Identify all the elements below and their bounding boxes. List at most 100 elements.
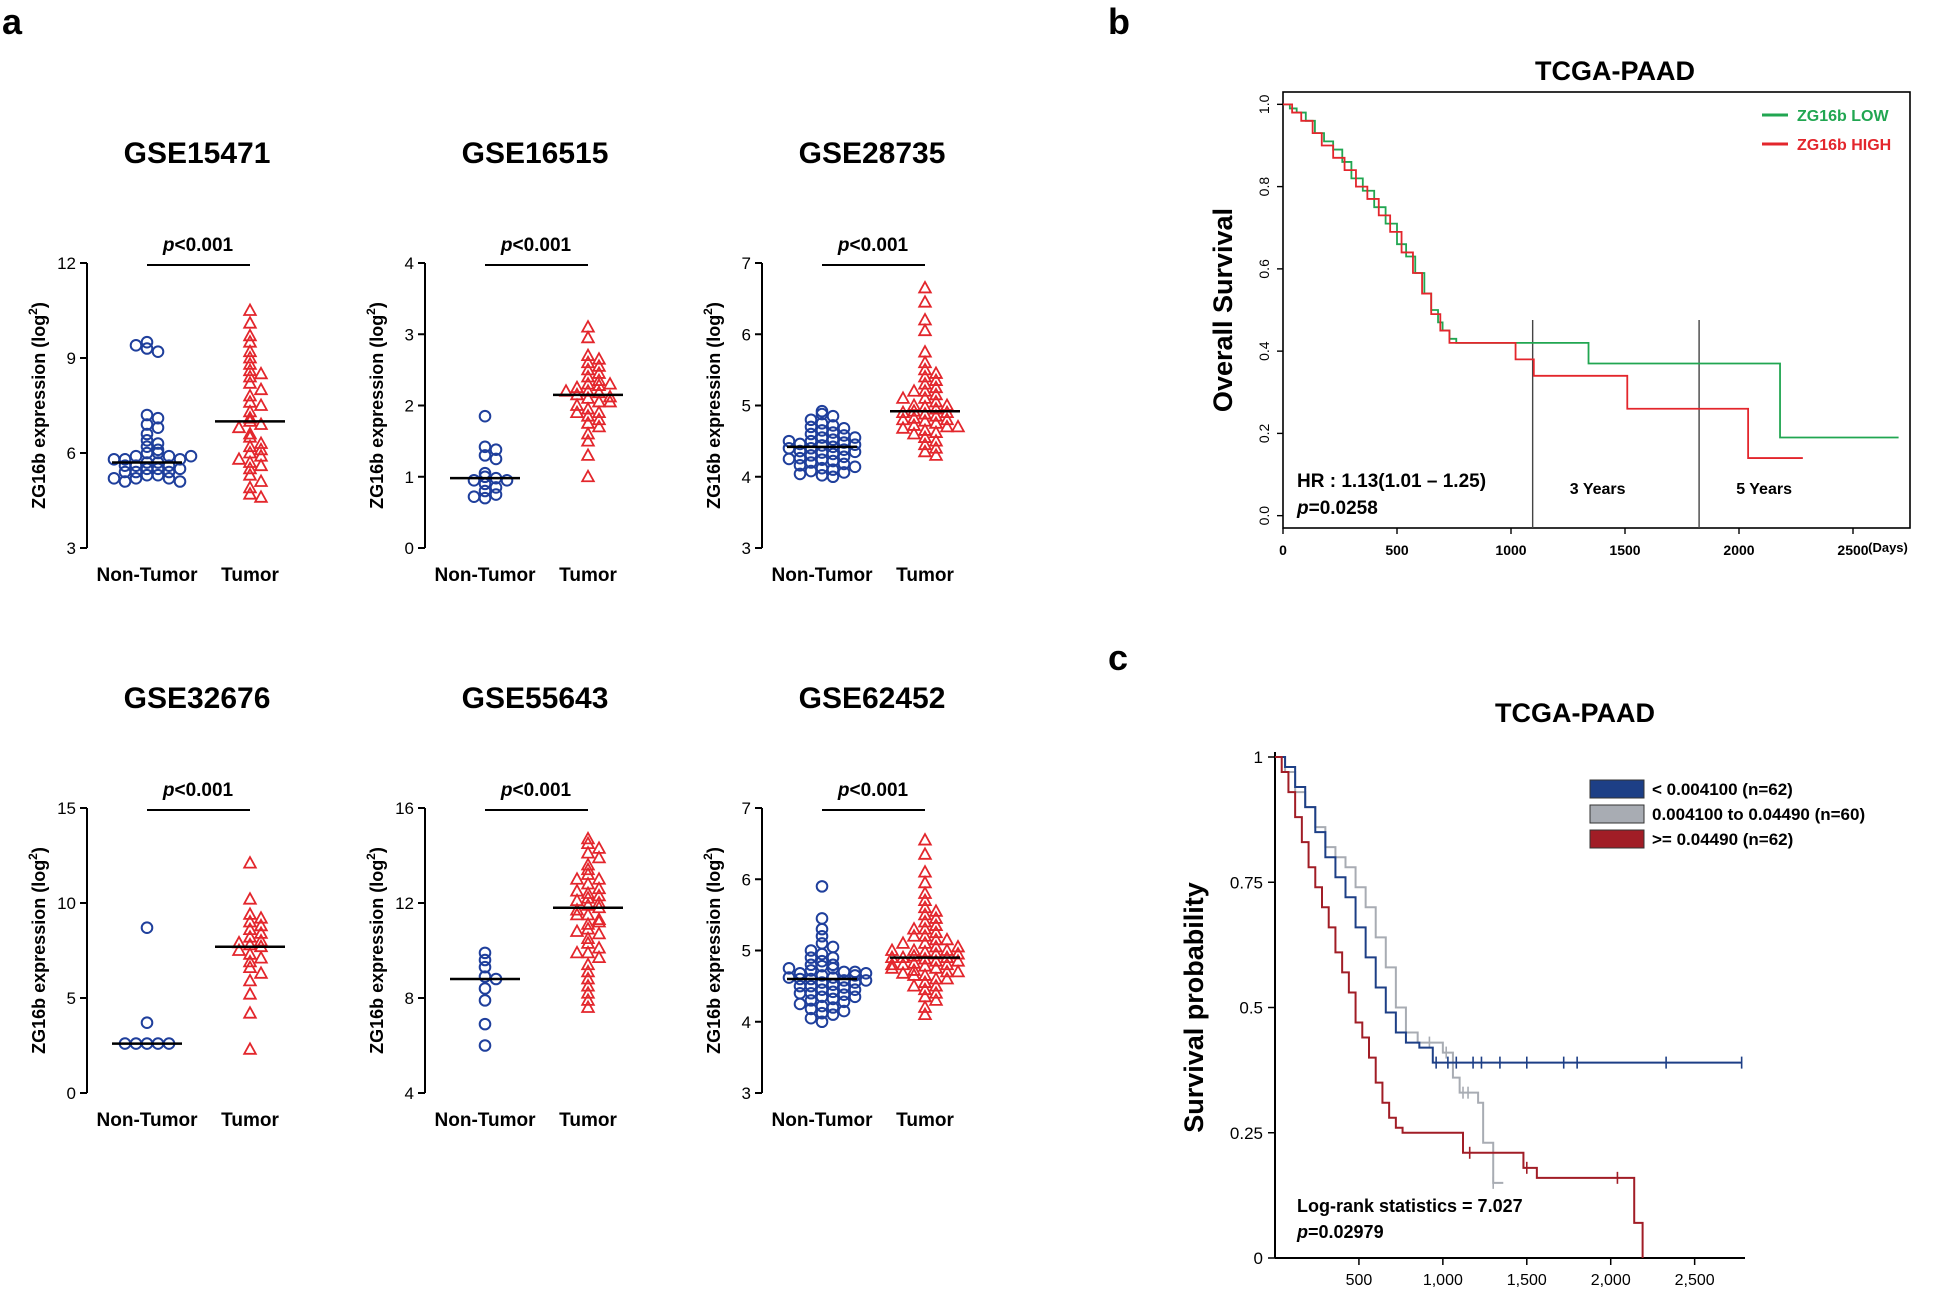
data-point-tumor bbox=[928, 931, 944, 946]
data-point-non-tumor bbox=[151, 468, 165, 482]
x-category-label: Tumor bbox=[559, 565, 617, 586]
data-point-tumor bbox=[242, 929, 258, 943]
data-point-tumor bbox=[906, 426, 922, 440]
data-point-tumor bbox=[580, 956, 596, 971]
data-point-tumor bbox=[906, 417, 922, 431]
data-point-tumor bbox=[242, 891, 258, 905]
y-axis-label: ZG16b expression (log2) bbox=[701, 302, 724, 509]
data-point-non-tumor bbox=[815, 912, 829, 925]
p-value-label: p<0.001 bbox=[162, 235, 234, 256]
x-tick-label: 2000 bbox=[1723, 542, 1754, 558]
data-point-non-tumor bbox=[478, 449, 492, 462]
data-point-tumor bbox=[242, 388, 258, 402]
dot-plot-gse16515: GSE16515 p<0.001 0 1 2 3 4 ZG16b expression (lo… bbox=[364, 137, 623, 586]
data-point-tumor bbox=[602, 376, 618, 390]
data-point-tumor bbox=[917, 369, 933, 383]
y-tick-label: 6 bbox=[742, 325, 751, 344]
panel-label-c: c bbox=[1108, 637, 1128, 678]
data-point-tumor bbox=[917, 899, 933, 914]
data-point-tumor bbox=[591, 419, 607, 433]
y-axis-label: ZG16b expression (log2) bbox=[364, 847, 387, 1054]
data-point-tumor bbox=[906, 410, 922, 424]
y-label-superscript: 2 bbox=[701, 853, 715, 860]
data-point-tumor bbox=[928, 365, 944, 379]
data-point-tumor bbox=[950, 939, 966, 953]
data-point-tumor bbox=[253, 950, 269, 964]
p-value-text: p=0.0258 bbox=[1296, 498, 1378, 519]
data-point-tumor bbox=[569, 923, 585, 937]
data-point-tumor bbox=[928, 985, 944, 999]
data-point-non-tumor bbox=[173, 475, 187, 488]
data-point-tumor bbox=[580, 426, 596, 440]
y-tick-label: 0 bbox=[1254, 1249, 1263, 1268]
survival-curve-high bbox=[1275, 756, 1644, 1258]
data-point-non-tumor bbox=[162, 465, 176, 479]
p-symbol: p bbox=[162, 780, 175, 801]
data-point-tumor bbox=[242, 369, 258, 383]
y-tick-label: 1 bbox=[1254, 748, 1263, 767]
data-point-tumor bbox=[917, 921, 933, 935]
data-point-non-tumor bbox=[837, 466, 851, 479]
data-point-non-tumor bbox=[826, 454, 840, 468]
y-tick-label: 0.2 bbox=[1256, 423, 1272, 443]
data-point-non-tumor bbox=[118, 465, 132, 479]
data-point-tumor bbox=[939, 931, 955, 946]
km-plot-survival-probability: TCGA-PAAD 0 0.25 0.5 0.75 1 500 1,000 1,500 2,000… bbox=[1179, 698, 1865, 1289]
data-point-non-tumor bbox=[782, 452, 796, 466]
y-axis-label: ZG16b expression (log2) bbox=[701, 847, 724, 1054]
data-point-non-tumor bbox=[826, 1008, 840, 1021]
y-tick-label: 0.5 bbox=[1239, 999, 1263, 1018]
data-point-non-tumor bbox=[151, 345, 165, 358]
data-point-tumor bbox=[917, 907, 933, 921]
data-point-tumor bbox=[895, 956, 911, 971]
data-point-non-tumor bbox=[129, 472, 143, 485]
p-value-text: <0.001 bbox=[512, 780, 571, 801]
data-point-non-tumor bbox=[489, 481, 503, 494]
data-point-tumor bbox=[569, 902, 585, 916]
y-tick-label: 0.4 bbox=[1256, 341, 1272, 361]
legend-label: < 0.004100 (n=62) bbox=[1652, 780, 1793, 799]
data-point-non-tumor bbox=[151, 421, 165, 434]
data-point-non-tumor bbox=[826, 992, 840, 1006]
data-point-tumor bbox=[242, 914, 258, 928]
plot-frame bbox=[1282, 91, 1911, 529]
data-point-tumor bbox=[242, 479, 258, 494]
data-point-tumor bbox=[906, 942, 922, 956]
y-label-text: ZG16b expression (log bbox=[367, 315, 387, 509]
data-point-tumor bbox=[928, 917, 944, 931]
data-point-tumor bbox=[928, 992, 944, 1006]
p-value-rest: =0.02979 bbox=[1308, 1222, 1384, 1242]
data-point-tumor bbox=[580, 433, 596, 447]
y-label-text: ZG16b expression (log bbox=[704, 315, 724, 509]
data-point-tumor bbox=[917, 928, 933, 942]
data-point-tumor bbox=[253, 381, 269, 396]
data-point-tumor bbox=[917, 390, 933, 404]
data-point-non-tumor bbox=[478, 960, 492, 974]
year-marker-label: 5 Years bbox=[1736, 481, 1792, 498]
data-point-tumor bbox=[906, 921, 922, 935]
data-point-non-tumor bbox=[793, 467, 807, 481]
data-point-tumor bbox=[242, 454, 258, 468]
chart-title: GSE15471 bbox=[124, 137, 271, 170]
data-point-non-tumor bbox=[782, 971, 796, 984]
y-label-text: ZG16b expression (log bbox=[704, 860, 724, 1054]
p-symbol: p bbox=[837, 780, 850, 801]
data-point-non-tumor bbox=[478, 440, 492, 454]
y-tick-label: 7 bbox=[742, 254, 751, 273]
y-label-superscript: 2 bbox=[26, 308, 40, 315]
data-point-non-tumor bbox=[804, 944, 818, 957]
data-point-tumor bbox=[231, 451, 247, 465]
data-point-tumor bbox=[939, 956, 955, 971]
data-point-tumor bbox=[580, 831, 596, 845]
data-point-tumor bbox=[928, 394, 944, 408]
data-point-non-tumor bbox=[804, 420, 818, 434]
y-tick-label: 1 bbox=[405, 468, 414, 487]
data-point-tumor bbox=[580, 890, 596, 904]
y-tick-label: 4 bbox=[405, 254, 414, 273]
x-tick-label: 2500 bbox=[1837, 542, 1868, 558]
y-tick-label: 0 bbox=[67, 1084, 76, 1103]
data-point-tumor bbox=[928, 408, 944, 422]
legend-label: >= 0.04490 (n=62) bbox=[1652, 830, 1793, 849]
data-point-non-tumor bbox=[107, 472, 121, 485]
data-point-non-tumor bbox=[815, 929, 829, 943]
